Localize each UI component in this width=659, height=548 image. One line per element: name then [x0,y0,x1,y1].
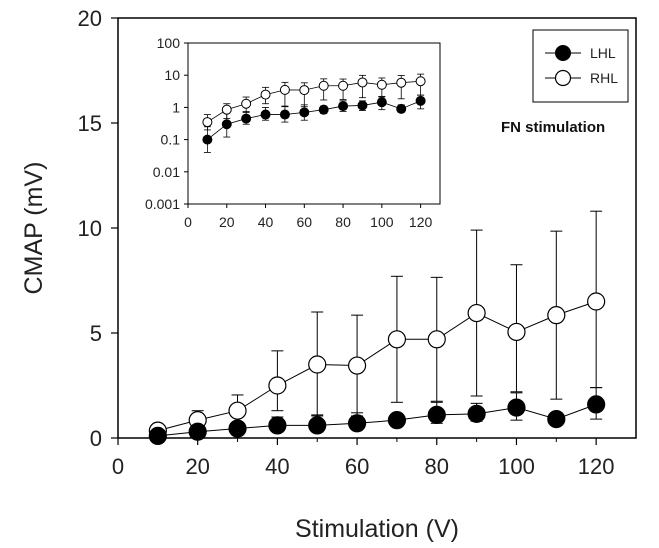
series-line-lhl [157,403,597,437]
data-point-rhl [347,356,367,375]
inset-x-tick-label: 80 [335,214,351,230]
legend-box [532,29,629,103]
inset-x-tick-label: 0 [184,214,192,230]
inset-tick-labels: 0 20 40 60 80 100 120 0.001 0.01 0.1 1 10 100 [145,35,433,230]
inset-data-point-lhl [221,119,232,130]
inset-data-point-rhl [318,80,329,91]
main-data-points [148,292,606,445]
legend-lhl-marker [555,45,571,61]
data-point-lhl [188,422,207,441]
legend: LHL RHL [532,29,629,103]
inset-data-point-lhl [338,101,349,112]
inset-data-point-lhl [357,100,368,111]
inset-y-tick-label: 10 [164,67,180,83]
inset-y-tick-label: 100 [157,35,181,51]
x-tick-label: 100 [498,454,535,479]
inset-data-point-lhl [318,104,329,115]
inset-data-point-lhl [396,103,407,114]
data-point-lhl [347,414,367,433]
inset-data-point-rhl [260,89,271,100]
inset-data-point-rhl [376,79,387,90]
x-tick-label: 40 [265,454,289,479]
inset-data-point-lhl [415,95,426,106]
inset-x-tick-label: 20 [219,214,235,230]
x-tick-label: 20 [185,454,209,479]
data-point-lhl [507,398,526,417]
inset-data-point-lhl [279,109,290,120]
inset-x-tick-label: 60 [297,214,313,230]
inset-data-point-lhl [260,109,271,120]
inset-data-point-rhl [338,80,349,91]
data-point-rhl [507,322,526,342]
data-point-lhl [268,416,287,435]
inset-y-tick-label: 0.1 [161,132,181,148]
inset-data-point-rhl [299,85,310,96]
data-point-rhl [387,330,407,349]
data-point-rhl [228,401,247,420]
inset-x-tick-label: 120 [409,214,433,230]
inset-data-point-rhl [396,77,407,88]
legend-lhl-label: LHL [590,45,616,61]
inset-data-point-lhl [202,134,213,145]
inset-data-point-rhl [279,84,290,95]
data-point-lhl [547,410,566,429]
inset-data-points [202,76,426,145]
data-point-lhl [467,404,486,423]
y-tick-label: 15 [78,111,102,136]
data-point-rhl [547,306,566,325]
inset-x-tick-label: 40 [258,214,274,230]
inset-data-point-rhl [202,117,213,128]
legend-rhl-marker [554,69,572,87]
data-point-lhl [228,419,247,438]
x-tick-label: 120 [578,454,615,479]
inset-data-point-lhl [376,97,387,108]
annotation-fn-stimulation: FN stimulation [501,119,605,136]
data-point-rhl [308,355,327,374]
legend-rhl-label: RHL [590,70,618,86]
data-point-rhl [268,376,287,395]
inset-data-point-rhl [357,77,368,88]
inset-axis-ticks [184,42,422,208]
inset-y-tick-label: 0.001 [145,196,180,212]
data-point-rhl [587,292,606,311]
data-point-rhl [467,303,486,323]
y-tick-label: 10 [78,216,102,241]
data-point-lhl [387,411,407,430]
inset-y-tick-label: 1 [172,99,180,115]
x-tick-label: 60 [345,454,369,479]
inset-data-point-rhl [241,98,252,109]
inset-data-point-lhl [241,113,252,124]
inset-plot: 0 20 40 60 80 100 120 0.001 0.01 0.1 1 10 100 [145,35,441,230]
y-tick-label: 5 [90,321,102,346]
x-tick-label: 0 [112,454,124,479]
inset-x-tick-label: 100 [370,214,394,230]
y-tick-label: 20 [78,6,102,31]
data-point-rhl [427,330,446,349]
inset-data-point-rhl [415,76,426,87]
data-point-lhl [148,426,167,445]
y-axis-title: CMAP (mV) [20,162,48,295]
inset-data-point-rhl [221,104,232,115]
main-series-lines [157,301,597,437]
y-tick-label: 0 [90,426,102,451]
inset-y-tick-label: 0.01 [153,164,180,180]
data-point-lhl [427,405,446,424]
data-point-lhl [587,395,606,414]
data-point-lhl [308,416,327,435]
inset-data-point-lhl [299,107,310,118]
x-tick-label: 80 [425,454,449,479]
x-axis-title: Stimulation (V) [295,515,459,543]
